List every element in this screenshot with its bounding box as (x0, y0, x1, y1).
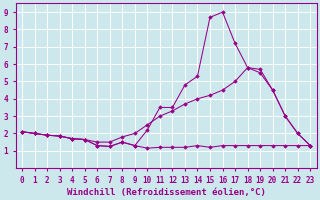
X-axis label: Windchill (Refroidissement éolien,°C): Windchill (Refroidissement éolien,°C) (67, 188, 266, 197)
